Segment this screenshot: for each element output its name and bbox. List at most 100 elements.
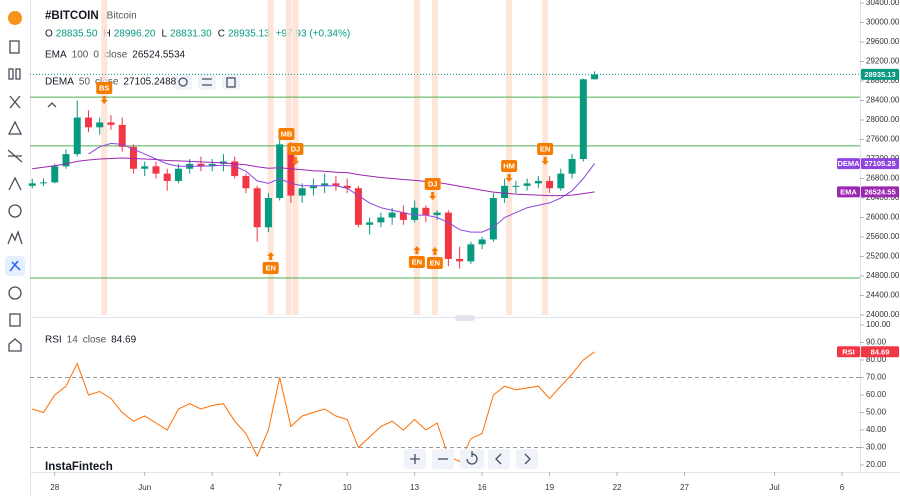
price-tag (861, 346, 899, 358)
candle-body (152, 166, 160, 174)
candle-body (28, 183, 36, 186)
tool-icon[interactable] (9, 40, 20, 54)
price-tag-label: 84.69 (871, 347, 890, 356)
highlight-band (506, 0, 513, 315)
settings-button[interactable] (198, 74, 216, 90)
tool-icon[interactable] (8, 176, 22, 191)
pane-handle[interactable] (455, 315, 475, 321)
pattern-marker (278, 127, 295, 140)
candle-body (354, 188, 362, 225)
candle-body (298, 188, 306, 196)
tool-icon[interactable] (7, 120, 23, 135)
pattern-label: MB (281, 129, 293, 138)
y-tick-label: 25200.00 (866, 252, 900, 261)
candle-body (264, 197, 272, 228)
ohlc-key: C (218, 29, 225, 40)
pattern-arrow (413, 246, 421, 255)
candle-body (84, 117, 92, 128)
candle-body (73, 117, 81, 155)
candle-body (523, 183, 531, 186)
eye-icon (178, 77, 188, 87)
pattern-arrow (429, 192, 437, 201)
pattern-marker (537, 143, 554, 156)
ohlc-key: O (45, 29, 53, 40)
y-tick-label: 26800.00 (866, 174, 900, 183)
navigation-buttons (404, 449, 538, 469)
scroll-right-button[interactable] (516, 449, 538, 469)
x-tick-label: 16 (478, 483, 487, 492)
y-tick-label: 100.00 (866, 320, 891, 329)
plus-icon (410, 454, 420, 464)
y-tick-label: 27600.00 (866, 135, 900, 144)
candle-body (287, 144, 295, 196)
price-tag-label: 26524.55 (864, 187, 895, 196)
reset-button[interactable] (460, 449, 484, 469)
tool-icon[interactable] (9, 313, 21, 327)
y-tick-label: 70.00 (866, 373, 887, 382)
pattern-marker (287, 143, 304, 156)
symbol-icon[interactable] (8, 11, 22, 25)
tool-icon[interactable] (8, 286, 22, 300)
indicator-label: 14 (67, 335, 79, 346)
tool-icon[interactable] (7, 230, 23, 245)
x-tick-label: 27 (680, 483, 689, 492)
tool-icon[interactable] (8, 338, 22, 352)
pattern-arrow (267, 252, 275, 261)
scroll-left-button[interactable] (488, 449, 510, 469)
candle-body (512, 185, 520, 187)
tool-icon[interactable] (7, 149, 23, 163)
candle-body (489, 197, 497, 240)
indicator-label: close (83, 335, 107, 346)
symbol: #BITCOIN (45, 10, 99, 22)
trash-icon (226, 77, 236, 88)
candle-body (456, 258, 464, 262)
x-tick-label: 28 (50, 483, 59, 492)
candle-body (399, 212, 407, 220)
name-tag-label: RSI (842, 347, 855, 356)
indicator-line (88, 142, 595, 233)
price-tag (861, 186, 899, 198)
y-tick-label: 28000.00 (866, 115, 900, 124)
reset-icon (466, 451, 478, 465)
tool-icon[interactable] (8, 204, 22, 218)
pattern-marker (262, 262, 279, 275)
right-icon (524, 453, 531, 465)
pattern-label: EN (265, 263, 275, 272)
pattern-label: DJ (428, 179, 438, 188)
pattern-marker (424, 178, 441, 191)
candle-body (534, 180, 542, 184)
y-tick-label: 20.00 (866, 460, 887, 469)
tool-icon[interactable] (15, 68, 21, 80)
indicator-tools (47, 74, 240, 108)
highlight-band (101, 0, 108, 315)
y-tick-label: 25600.00 (866, 232, 900, 241)
candle-body (39, 182, 47, 184)
candle-body (433, 212, 441, 216)
y-tick-label: 24800.00 (866, 271, 900, 280)
pattern-label: BS (99, 84, 109, 93)
y-tick-label: 40.00 (866, 425, 887, 434)
name-tag-label: DEMA (837, 159, 860, 168)
pattern-arrow (505, 174, 513, 183)
hide-button[interactable] (174, 74, 192, 90)
tool-icon[interactable] (8, 68, 14, 80)
pattern-label: EN (412, 257, 422, 266)
pattern-label: HM (503, 162, 515, 171)
tool-icon[interactable] (9, 95, 21, 109)
y-tick-label: 28400.00 (866, 96, 900, 105)
y-tick-label: 30400.00 (866, 0, 900, 7)
ohlc-value: 28996.20 (114, 29, 156, 40)
pattern-arrow (100, 96, 108, 105)
price-tag (861, 68, 899, 80)
candle-body (309, 185, 317, 189)
y-tick-label: 29600.00 (866, 37, 900, 46)
ohlc-key: L (161, 29, 167, 40)
price-tag (861, 158, 899, 170)
x-tick-label: Jul (769, 483, 779, 492)
indicator-line (32, 157, 595, 197)
candle-body (231, 161, 239, 177)
tool-icon[interactable] (9, 260, 21, 272)
collapse-icon[interactable] (47, 102, 57, 108)
candle-body (444, 212, 452, 259)
